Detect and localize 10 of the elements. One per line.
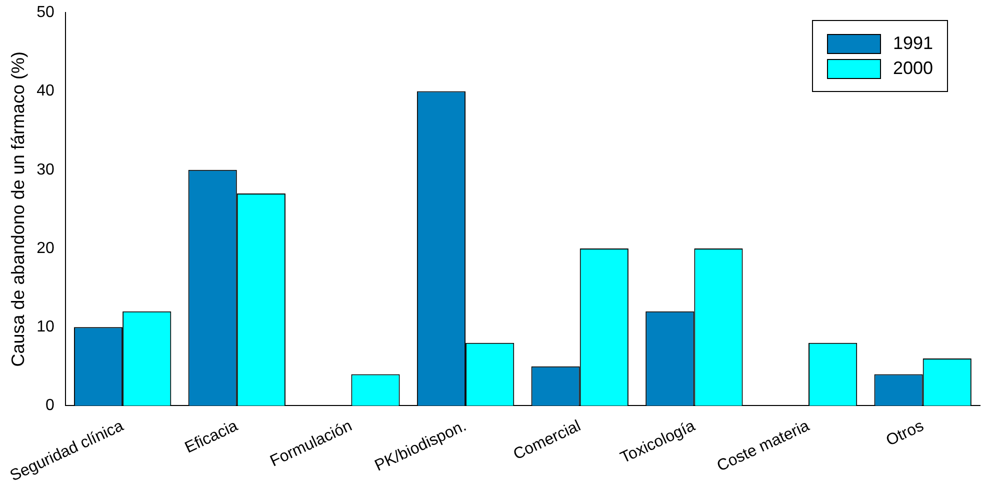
y-axis-title: Causa de abandono de un fármaco (%) <box>8 52 28 367</box>
legend-label: 2000 <box>892 58 933 79</box>
y-tick-label: 50 <box>36 4 54 22</box>
y-tick-label: 40 <box>36 82 54 100</box>
y-tick-label: 30 <box>36 161 54 178</box>
y-tick-label: 10 <box>36 318 54 336</box>
y-tick-label: 20 <box>36 240 54 257</box>
legend-label: 1991 <box>892 33 933 54</box>
x-tick-label: Otros <box>884 418 926 450</box>
y-tick-label: 0 <box>45 397 54 414</box>
